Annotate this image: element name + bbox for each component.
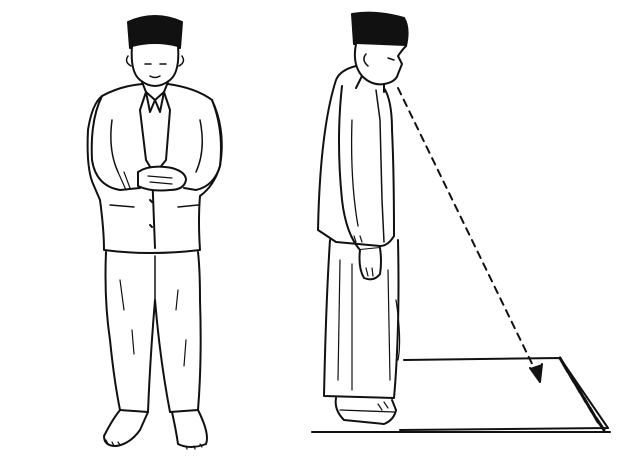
front-head bbox=[130, 42, 180, 87]
prayer-mat bbox=[311, 356, 611, 433]
front-trousers bbox=[104, 251, 202, 413]
side-feet bbox=[334, 397, 397, 425]
front-hands bbox=[137, 165, 187, 192]
front-jacket bbox=[86, 83, 222, 254]
side-sarong bbox=[323, 239, 400, 399]
gaze-direction-arrow bbox=[397, 87, 543, 383]
front-right-foot bbox=[171, 409, 208, 448]
side-head bbox=[353, 43, 407, 86]
side-hand bbox=[358, 247, 382, 281]
side-jacket bbox=[317, 65, 395, 247]
side-figure bbox=[317, 11, 409, 425]
side-cap bbox=[351, 11, 409, 47]
front-left-foot bbox=[103, 409, 149, 447]
front-figure bbox=[86, 15, 223, 450]
